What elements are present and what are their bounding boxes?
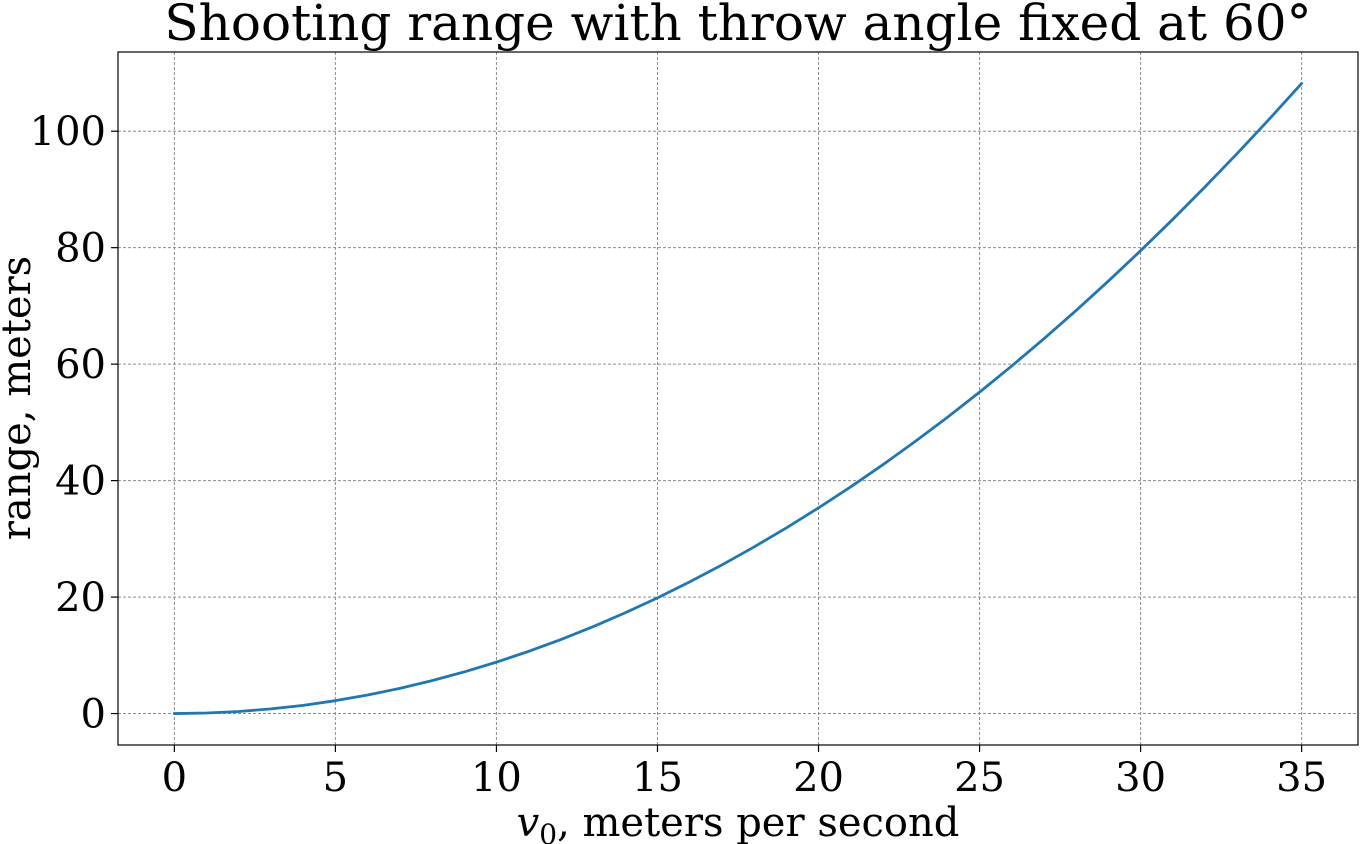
x-axis-label-text: , meters per second xyxy=(557,800,959,844)
x-tick-label: 30 xyxy=(1115,755,1166,801)
y-tick-label: 20 xyxy=(55,575,106,621)
x-tick-label: 35 xyxy=(1276,755,1327,801)
chart-title: Shooting range with throw angle fixed at… xyxy=(164,0,1311,52)
y-tick-label: 60 xyxy=(55,342,106,388)
axis-ticks xyxy=(111,130,1303,752)
x-axis-label: v0, meters per second xyxy=(517,800,960,844)
range-curve xyxy=(172,82,1304,715)
tick-labels: 0 5 10 15 20 25 30 35 0 20 40 60 80 100 xyxy=(30,109,1327,801)
y-axis-label: range, meters xyxy=(0,256,40,540)
x-tick-label: 20 xyxy=(793,755,844,801)
y-tick-label: 100 xyxy=(30,109,106,155)
x-axis-label-variable: v xyxy=(517,800,540,844)
x-axis-label-subscript: 0 xyxy=(539,818,557,844)
y-tick-label: 40 xyxy=(55,459,106,505)
y-tick-label: 80 xyxy=(55,226,106,272)
x-tick-label: 10 xyxy=(471,755,522,801)
x-tick-label: 0 xyxy=(162,755,187,801)
plot-frame xyxy=(117,51,1359,746)
x-tick-label: 15 xyxy=(632,755,683,801)
x-tick-label: 5 xyxy=(323,755,348,801)
grid-lines xyxy=(118,52,1358,745)
x-tick-label: 25 xyxy=(954,755,1005,801)
y-tick-label: 0 xyxy=(81,692,106,738)
